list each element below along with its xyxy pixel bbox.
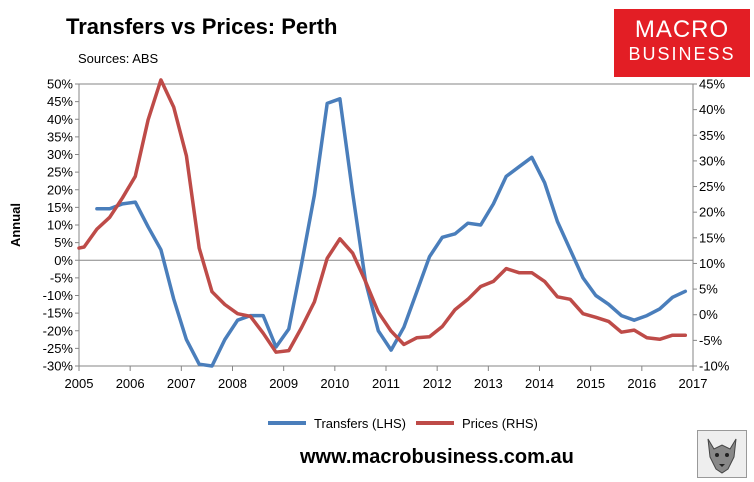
website-link[interactable]: www.macrobusiness.com.au: [300, 446, 574, 468]
y-right-tick-label: 15%: [699, 230, 725, 245]
x-tick-label: 2013: [474, 376, 503, 391]
x-tick-label: 2005: [65, 376, 94, 391]
y-right-tick-label: 25%: [699, 179, 725, 194]
y-left-tick-label: 50%: [47, 77, 73, 92]
y-right-tick-label: -5%: [699, 333, 723, 348]
logo-line-1: MACRO: [634, 16, 730, 43]
x-tick-label: 2014: [525, 376, 554, 391]
y-left-tick-label: -20%: [43, 323, 74, 338]
y-left-tick-label: 35%: [47, 129, 73, 144]
x-tick-label: 2015: [576, 376, 605, 391]
x-tick-label: 2010: [320, 376, 349, 391]
y-left-tick-label: 45%: [47, 94, 73, 109]
x-tick-label: 2007: [167, 376, 196, 391]
y-left-tick-label: 15%: [47, 200, 73, 215]
x-tick-label: 2012: [423, 376, 452, 391]
legend-label: Transfers (LHS): [314, 416, 406, 431]
y-axis-label: Annual: [8, 203, 23, 247]
y-left-tick-label: 40%: [47, 112, 73, 127]
y-right-tick-label: 30%: [699, 153, 725, 168]
x-tick-label: 2008: [218, 376, 247, 391]
y-right-tick-label: 5%: [699, 282, 718, 297]
y-right-tick-label: 0%: [699, 307, 718, 322]
chart-title: Transfers vs Prices: Perth: [66, 14, 338, 39]
x-tick-label: 2016: [627, 376, 656, 391]
y-left-tick-label: 10%: [47, 218, 73, 233]
wolf-face-icon: [697, 430, 747, 478]
y-left-tick-label: 30%: [47, 147, 73, 162]
y-right-tick-label: 10%: [699, 256, 725, 271]
x-tick-label: 2011: [372, 376, 400, 391]
y-left-tick-label: 20%: [47, 182, 73, 197]
x-tick-label: 2009: [269, 376, 298, 391]
y-right-tick-label: -10%: [699, 359, 730, 374]
legend-label: Prices (RHS): [462, 416, 538, 431]
y-left-tick-label: 0%: [54, 253, 73, 268]
logo-line-2: BUSINESS: [628, 44, 736, 64]
y-right-tick-label: 35%: [699, 128, 725, 143]
y-left-tick-label: 5%: [54, 235, 73, 250]
series-line-transfers-lhs: [95, 97, 688, 368]
y-left-tick-label: -30%: [43, 359, 74, 374]
series-line-prices-rhs: [77, 78, 688, 354]
y-left-tick-label: -10%: [43, 288, 74, 303]
chart-source: Sources: ABS: [78, 51, 159, 66]
y-right-tick-label: 45%: [699, 77, 725, 92]
y-right-tick-label: 20%: [699, 205, 725, 220]
y-left-tick-label: -5%: [50, 270, 74, 285]
y-left-tick-label: 25%: [47, 165, 73, 180]
y-right-tick-label: 40%: [699, 102, 725, 117]
x-tick-label: 2017: [679, 376, 708, 391]
macrobusiness-logo[interactable]: MACRO BUSINESS: [614, 9, 750, 77]
y-left-tick-label: -25%: [43, 341, 74, 356]
y-left-tick-label: -15%: [43, 306, 74, 321]
x-tick-label: 2006: [116, 376, 145, 391]
